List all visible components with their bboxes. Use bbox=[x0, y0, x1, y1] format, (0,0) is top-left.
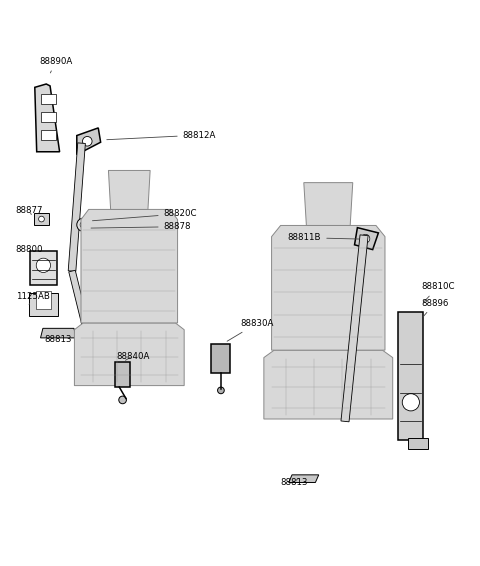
Bar bbox=[36, 291, 51, 309]
Polygon shape bbox=[40, 328, 76, 338]
Text: 88840A: 88840A bbox=[116, 351, 149, 361]
Text: 88820C: 88820C bbox=[93, 209, 197, 221]
Text: 88878: 88878 bbox=[91, 222, 191, 231]
Text: 88830A: 88830A bbox=[227, 319, 274, 341]
Polygon shape bbox=[264, 350, 393, 419]
Circle shape bbox=[36, 258, 50, 272]
Text: 88812A: 88812A bbox=[107, 131, 216, 140]
Bar bbox=[40, 112, 56, 122]
Polygon shape bbox=[108, 170, 150, 209]
Polygon shape bbox=[68, 143, 85, 271]
Text: 1125AB: 1125AB bbox=[16, 292, 49, 305]
Bar bbox=[40, 95, 56, 104]
Bar bbox=[40, 130, 56, 140]
Polygon shape bbox=[81, 209, 178, 323]
Bar bbox=[115, 362, 130, 387]
Polygon shape bbox=[288, 475, 319, 482]
Bar bbox=[211, 344, 230, 373]
Circle shape bbox=[119, 396, 126, 404]
Text: 88890A: 88890A bbox=[39, 57, 73, 73]
Bar bbox=[30, 251, 57, 285]
Circle shape bbox=[77, 218, 90, 231]
Text: 88813: 88813 bbox=[44, 335, 72, 344]
Text: 88811B: 88811B bbox=[288, 233, 359, 242]
Circle shape bbox=[80, 221, 87, 228]
Polygon shape bbox=[35, 84, 60, 152]
Circle shape bbox=[361, 234, 370, 243]
Polygon shape bbox=[77, 128, 101, 155]
Circle shape bbox=[402, 394, 420, 411]
Bar bbox=[34, 213, 49, 225]
Polygon shape bbox=[341, 235, 368, 422]
Circle shape bbox=[38, 216, 44, 222]
Bar bbox=[29, 293, 58, 316]
Polygon shape bbox=[272, 225, 385, 350]
Polygon shape bbox=[74, 323, 184, 385]
Text: 88877: 88877 bbox=[16, 206, 43, 215]
Polygon shape bbox=[355, 228, 378, 250]
Text: 88810C: 88810C bbox=[421, 282, 455, 302]
Polygon shape bbox=[69, 271, 93, 344]
Circle shape bbox=[83, 136, 92, 146]
Bar bbox=[408, 438, 428, 449]
Text: 88896: 88896 bbox=[421, 298, 449, 317]
Bar bbox=[398, 312, 423, 440]
Polygon shape bbox=[304, 183, 353, 225]
Text: 88813: 88813 bbox=[281, 478, 308, 487]
Circle shape bbox=[217, 387, 224, 394]
Text: 88800: 88800 bbox=[16, 245, 43, 261]
